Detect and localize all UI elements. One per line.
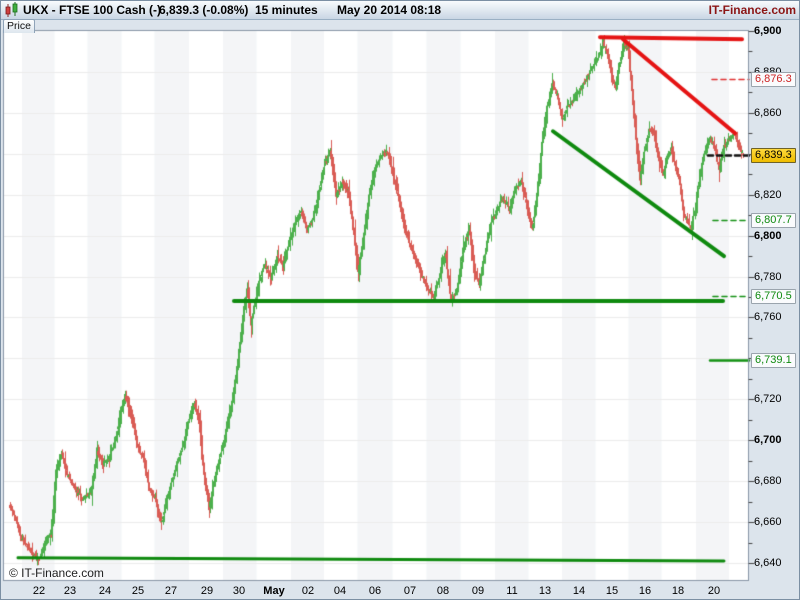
x-axis-tick-label: 24 bbox=[98, 585, 112, 597]
price-level-label: 6,770.5 bbox=[751, 288, 796, 304]
price-level-label: 6,739.1 bbox=[751, 353, 796, 369]
y-axis-tick-label: 6,780 bbox=[754, 270, 782, 283]
x-axis-tick-label: 11 bbox=[506, 585, 518, 597]
x-axis-tick-label: 15 bbox=[605, 585, 619, 597]
x-axis-tick-label: 25 bbox=[131, 585, 145, 597]
x-axis-tick-label: 27 bbox=[164, 585, 178, 597]
x-axis-tick-label: 20 bbox=[707, 585, 721, 597]
x-axis-tick-label: 30 bbox=[232, 585, 246, 597]
x-axis-tick-label: 14 bbox=[572, 585, 586, 597]
x-axis-tick-label: 09 bbox=[471, 585, 485, 597]
x-axis-tick-label: 06 bbox=[368, 585, 382, 597]
x-axis-tick-label: 23 bbox=[63, 585, 77, 597]
y-axis-tick-label: 6,800 bbox=[754, 229, 782, 242]
y-axis-tick-label: 6,720 bbox=[754, 393, 782, 406]
x-axis-tick-label: 04 bbox=[333, 585, 347, 597]
y-axis-tick-label: 6,640 bbox=[754, 556, 782, 569]
price-level-label: 6,807.7 bbox=[751, 212, 796, 228]
x-axis-tick-label: 08 bbox=[436, 585, 450, 597]
y-axis-tick-label: 6,900 bbox=[754, 25, 782, 37]
x-axis-tick-label: May bbox=[263, 585, 285, 597]
y-axis-tick-label: 6,680 bbox=[754, 475, 782, 488]
x-axis-tick-label: 02 bbox=[301, 585, 315, 597]
price-level-label: 6,876.3 bbox=[751, 72, 796, 88]
y-axis-tick-label: 6,700 bbox=[754, 434, 782, 447]
x-axis-tick-label: 07 bbox=[403, 585, 417, 597]
copyright-watermark: © IT-Finance.com bbox=[9, 566, 104, 580]
x-axis-tick-label: 18 bbox=[671, 585, 685, 597]
y-axis-tick-label: 6,760 bbox=[754, 311, 782, 324]
y-axis-tick-label: 6,860 bbox=[754, 106, 782, 119]
price-level-label: 6,839.3 bbox=[751, 148, 796, 164]
y-axis-tick-label: 6,820 bbox=[754, 188, 782, 201]
x-axis-tick-label: 16 bbox=[638, 585, 652, 597]
x-axis-tick-label: 29 bbox=[200, 585, 214, 597]
y-axis-tick-label: 6,660 bbox=[754, 516, 782, 529]
x-axis-tick-label: 13 bbox=[538, 585, 552, 597]
tab-price[interactable]: Price bbox=[3, 19, 35, 33]
x-axis-tick-label: 22 bbox=[32, 585, 46, 597]
